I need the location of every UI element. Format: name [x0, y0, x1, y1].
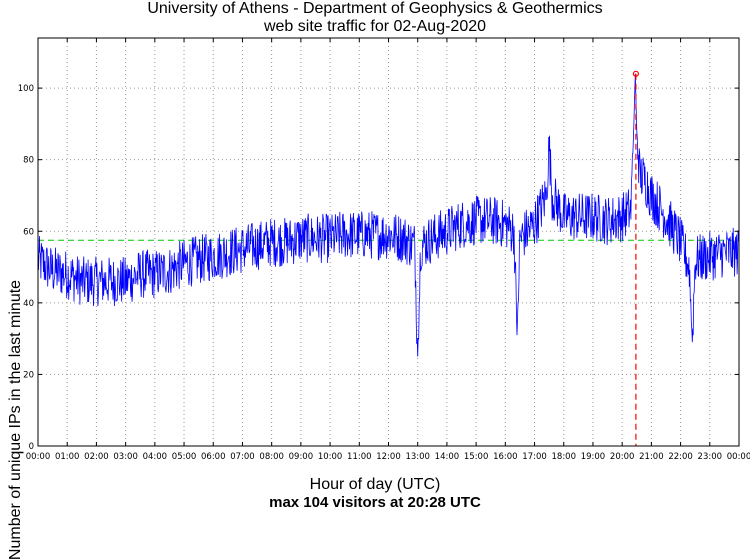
x-tick-label: 19:00	[581, 452, 606, 462]
x-tick-label: 21:00	[639, 452, 664, 462]
x-tick-label: 23:00	[698, 452, 723, 462]
x-tick-label: 03:00	[113, 452, 138, 462]
chart-title: University of Athens - Department of Geo…	[147, 0, 603, 17]
x-tick-label: 01:00	[55, 452, 80, 462]
y-tick-label: 80	[23, 156, 34, 166]
x-tick-label: 20:00	[610, 452, 635, 462]
axis-ticks: 00:00 01:00 02:00 03:00 04:00 05:00 06:00 07:00…	[18, 38, 750, 462]
x-tick-label: 16:00	[493, 452, 518, 462]
max-marker-point	[632, 70, 639, 77]
x-tick-label: 12:00	[376, 452, 401, 462]
x-tick-label: 13:00	[405, 452, 430, 462]
x-tick-label: 17:00	[522, 452, 547, 462]
x-tick-label: 11:00	[347, 452, 372, 462]
y-tick-label: 60	[23, 227, 34, 237]
x-axis-label: Hour of day (UTC)	[309, 476, 441, 493]
x-tick-label: 00:00	[26, 452, 51, 462]
x-tick-label: 08:00	[259, 452, 284, 462]
x-tick-label: 22:00	[668, 452, 693, 462]
x-tick-label: 07:00	[230, 452, 255, 462]
x-tick-label: 06:00	[201, 452, 226, 462]
chart-subtitle: web site traffic for 02-Aug-2020	[263, 18, 487, 35]
y-tick-label: 0	[29, 442, 34, 452]
x-tick-label: 10:00	[318, 452, 343, 462]
y-tick-label: 40	[23, 299, 34, 309]
chart-plot: 00:00 01:00 02:00 03:00 04:00 05:00 06:00 07:00…	[18, 37, 750, 462]
traffic-series-line	[37, 73, 739, 357]
x-tick-label: 14:00	[435, 452, 460, 462]
y-axis-label: Number of unique IPs in the last minute	[7, 279, 24, 560]
x-tick-label: 09:00	[289, 452, 314, 462]
max-summary: max 104 visitors at 20:28 UTC	[269, 494, 481, 511]
x-tick-label: 15:00	[464, 452, 489, 462]
x-tick-label: 02:00	[84, 452, 109, 462]
y-tick-label: 100	[18, 84, 34, 94]
x-tick-label: 04:00	[143, 452, 168, 462]
x-tick-label: 00:00	[727, 452, 750, 462]
x-tick-label: 05:00	[172, 452, 197, 462]
y-tick-label: 20	[23, 370, 34, 380]
x-tick-label: 18:00	[552, 452, 577, 462]
